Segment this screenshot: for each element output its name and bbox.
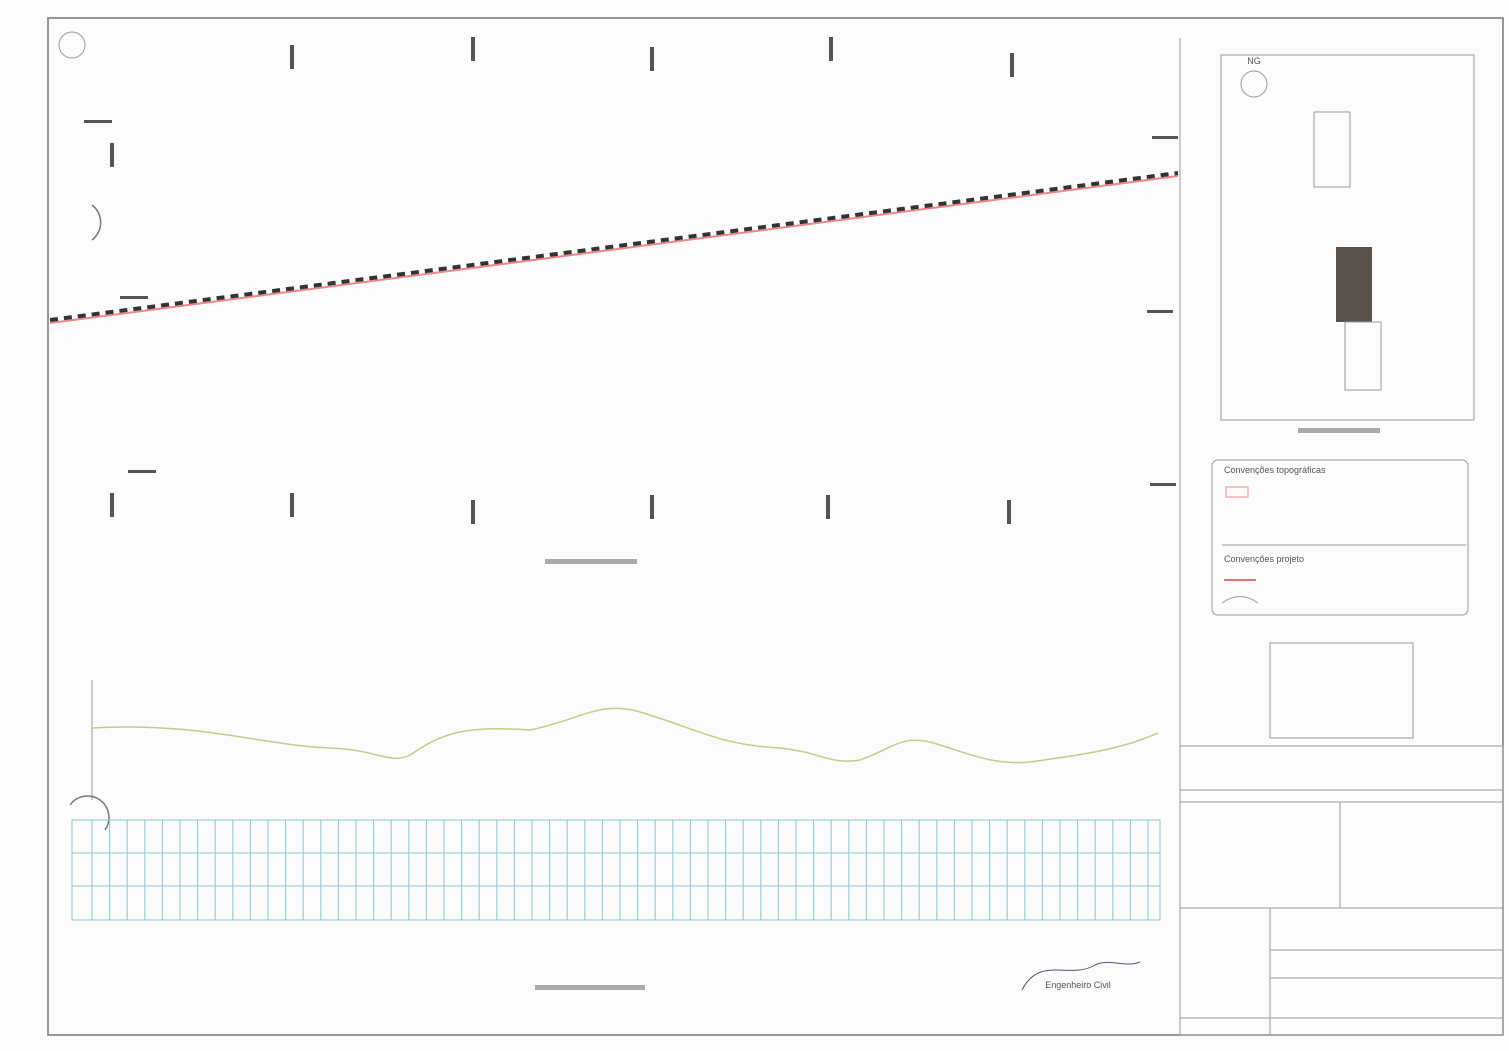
plan-caption [545,559,637,564]
punch-hole [69,795,110,831]
north-symbol [58,31,86,59]
legend-title: Convenções topográficas [1224,465,1326,475]
signature [1021,961,1141,991]
title-block [1179,745,1504,1036]
legend-box: Convenções topográficas Convenções proje… [1211,459,1469,616]
coordinate-box [1269,642,1414,739]
sheet-border [47,17,1504,1036]
location-map: NG [1220,54,1475,433]
north-label: NG [1247,56,1261,66]
punch-hole [91,204,102,241]
profile-caption [535,985,645,990]
legend-title: Convenções projeto [1224,554,1304,564]
terrain-profile [91,707,1159,764]
profile-grid [71,819,1161,921]
axis-line [49,175,1179,324]
road-centerline [49,171,1179,322]
signature-role: Engenheiro Civil [1045,980,1111,990]
profile-view [69,680,1161,990]
plan-view [49,31,1179,564]
station-marks [84,37,1178,524]
